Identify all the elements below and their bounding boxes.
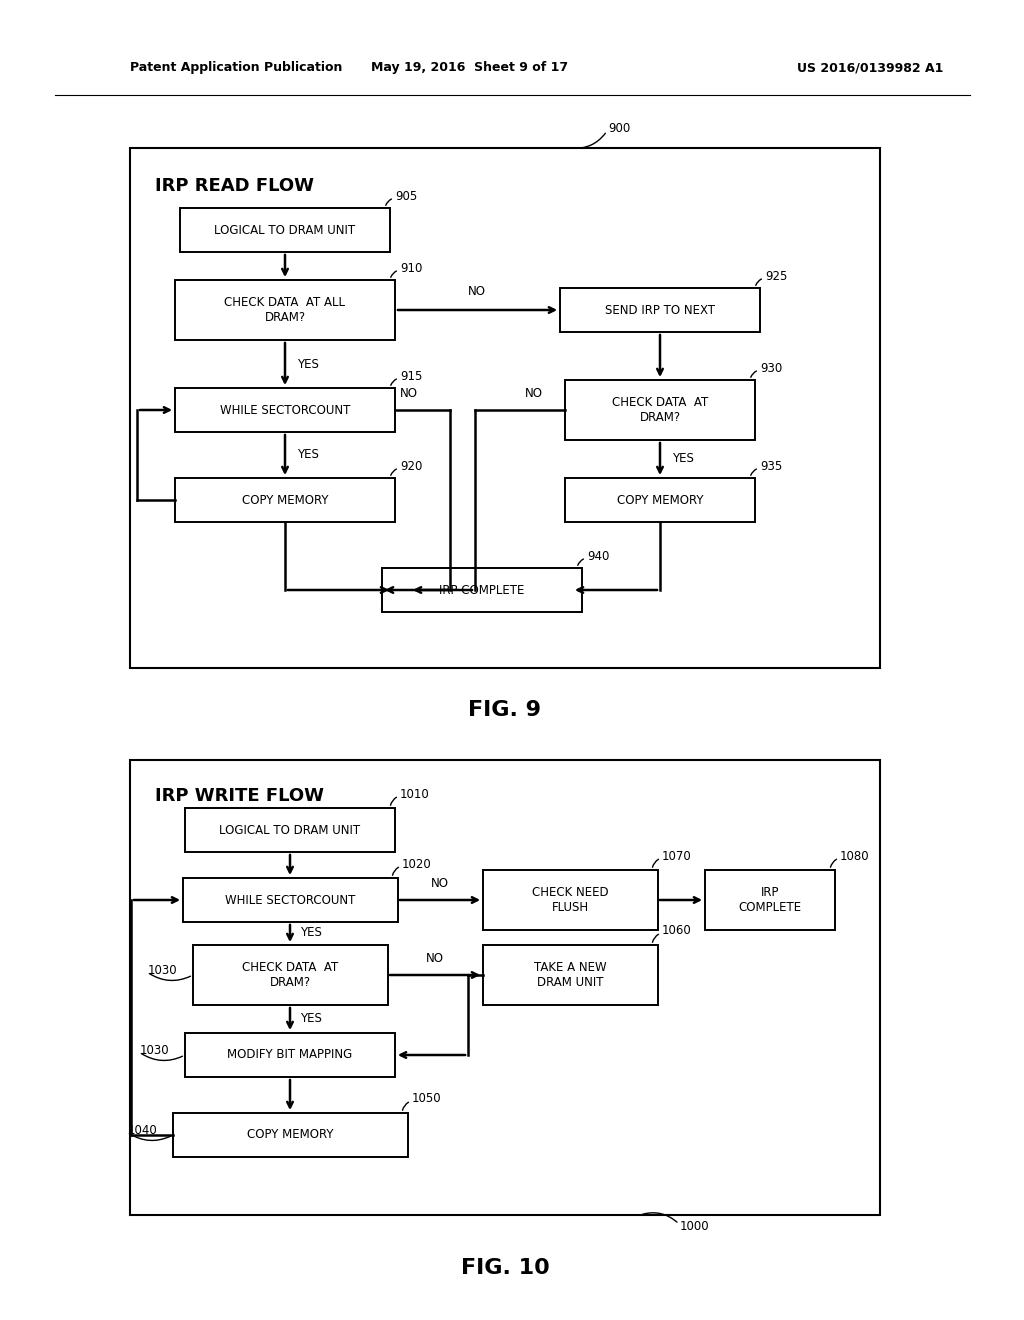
Text: 915: 915 [400,370,422,383]
Text: YES: YES [300,1012,322,1026]
Text: 1030: 1030 [148,964,177,977]
Text: 1070: 1070 [662,850,692,862]
Bar [182,878,397,921]
Bar [175,478,395,521]
Text: May 19, 2016  Sheet 9 of 17: May 19, 2016 Sheet 9 of 17 [372,62,568,74]
Text: YES: YES [300,927,322,940]
Text: YES: YES [297,449,318,462]
Text: YES: YES [297,358,318,371]
Text: 1020: 1020 [402,858,432,870]
Text: US 2016/0139982 A1: US 2016/0139982 A1 [797,62,943,74]
Bar [482,945,657,1005]
Text: IRP WRITE FLOW: IRP WRITE FLOW [155,787,324,805]
Text: 935: 935 [760,459,782,473]
Text: 1030: 1030 [140,1044,170,1056]
Text: 1060: 1060 [662,924,692,937]
Text: 1080: 1080 [840,850,869,862]
Text: NO: NO [426,952,444,965]
Text: 900: 900 [608,121,630,135]
Text: 925: 925 [765,269,787,282]
Text: IRP READ FLOW: IRP READ FLOW [155,177,314,195]
Text: MODIFY BIT MAPPING: MODIFY BIT MAPPING [227,1048,352,1061]
Text: TAKE A NEW
DRAM UNIT: TAKE A NEW DRAM UNIT [534,961,606,989]
Text: COPY MEMORY: COPY MEMORY [616,494,703,507]
Text: NO: NO [400,387,418,400]
Bar [172,1113,408,1158]
Bar [565,380,755,440]
Bar [175,280,395,341]
Bar [185,1034,395,1077]
Text: SEND IRP TO NEXT: SEND IRP TO NEXT [605,304,715,317]
Bar [560,288,760,333]
Text: NO: NO [525,387,543,400]
Text: Patent Application Publication: Patent Application Publication [130,62,342,74]
Text: CHECK DATA  AT ALL
DRAM?: CHECK DATA AT ALL DRAM? [224,296,345,323]
Text: 1050: 1050 [412,1093,441,1106]
Text: IRP
COMPLETE: IRP COMPLETE [738,886,802,913]
Text: IRP COMPLETE: IRP COMPLETE [439,583,524,597]
Bar [175,388,395,432]
Text: 910: 910 [400,261,422,275]
Text: CHECK DATA  AT
DRAM?: CHECK DATA AT DRAM? [242,961,338,989]
Text: COPY MEMORY: COPY MEMORY [247,1129,333,1142]
Text: FIG. 9: FIG. 9 [469,700,542,719]
Text: CHECK NEED
FLUSH: CHECK NEED FLUSH [531,886,608,913]
Text: 1000: 1000 [680,1221,710,1233]
Bar [180,209,390,252]
Text: NO: NO [468,285,486,298]
Text: COPY MEMORY: COPY MEMORY [242,494,329,507]
Text: CHECK DATA  AT
DRAM?: CHECK DATA AT DRAM? [612,396,709,424]
Text: 1010: 1010 [400,788,430,800]
Text: LOGICAL TO DRAM UNIT: LOGICAL TO DRAM UNIT [219,824,360,837]
Text: 920: 920 [400,459,422,473]
Text: 905: 905 [395,190,417,202]
Text: NO: NO [431,876,449,890]
Text: 1040: 1040 [128,1123,158,1137]
Text: FIG. 10: FIG. 10 [461,1258,549,1278]
Text: WHILE SECTORCOUNT: WHILE SECTORCOUNT [225,894,355,907]
Bar [130,148,880,668]
Bar [382,568,582,612]
Bar [185,808,395,851]
Text: 940: 940 [587,549,609,562]
Text: YES: YES [672,453,694,466]
Bar [193,945,387,1005]
Bar [705,870,835,931]
Text: LOGICAL TO DRAM UNIT: LOGICAL TO DRAM UNIT [214,223,355,236]
Bar [565,478,755,521]
Text: WHILE SECTORCOUNT: WHILE SECTORCOUNT [220,404,350,417]
Bar [482,870,657,931]
Text: 930: 930 [760,362,782,375]
Bar [130,760,880,1214]
